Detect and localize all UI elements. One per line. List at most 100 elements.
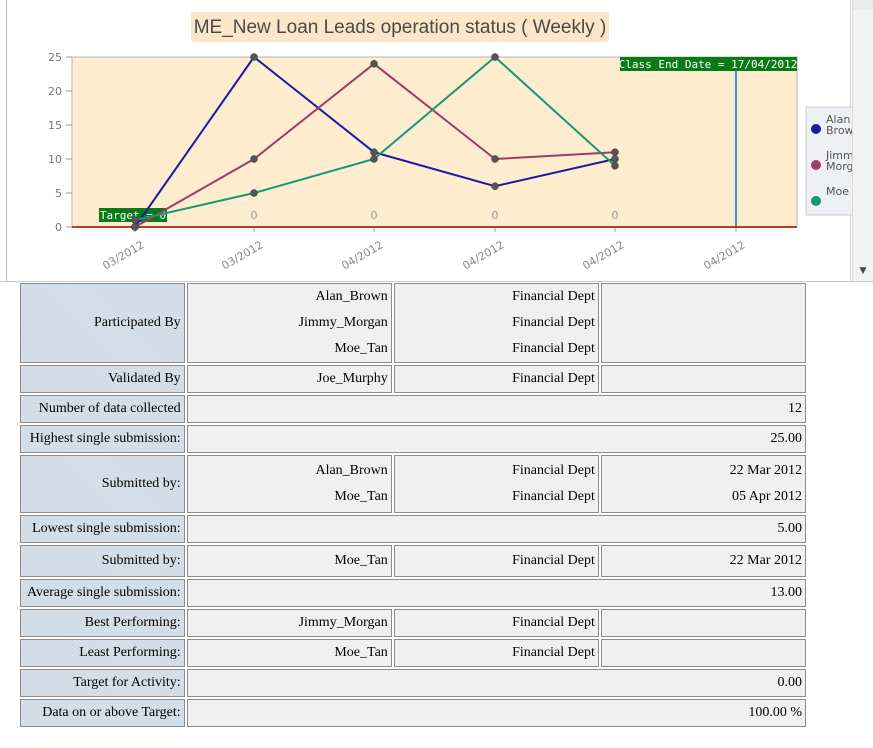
table-row-participated: Participated By Alan_Brown Jimmy_Morgan …: [20, 283, 806, 363]
data-point: [611, 148, 619, 156]
lowest-value: 5.00: [186, 515, 806, 543]
chart-panel: ME_New Loan Leads operation status ( Wee…: [0, 0, 873, 282]
least-performer-name: Moe_Tan: [186, 639, 392, 667]
chart-title-box: [191, 12, 609, 42]
y-tick-label: 25: [48, 51, 62, 64]
data-point: [370, 148, 378, 156]
empty-cell: [600, 609, 806, 637]
legend-marker: [811, 124, 821, 134]
lowest-submitted-by-label: Submitted by:: [20, 545, 185, 577]
submitter-dept: Financial Dept: [512, 463, 595, 478]
y-tick-label: 5: [55, 187, 62, 200]
lowest-label: Lowest single submission:: [20, 515, 185, 543]
table-row-least: Least Performing: Moe_Tan Financial Dept: [20, 639, 806, 667]
line-chart: ME_New Loan Leads operation status ( Wee…: [48, 12, 852, 272]
zero-value-label: 0: [251, 209, 258, 222]
legend-marker: [811, 196, 821, 206]
table-row-on-above: Data on or above Target: 100.00 %: [20, 699, 806, 727]
submitter-name: Moe_Tan: [334, 489, 388, 504]
data-point: [491, 53, 499, 61]
submitter-name: Alan_Brown: [315, 463, 388, 478]
on-above-target-label: Data on or above Target:: [20, 699, 185, 727]
lowest-submit-date: 22 Mar 2012: [600, 545, 806, 577]
data-point: [370, 155, 378, 163]
x-tick-label: 03/2012: [219, 238, 265, 272]
scroll-up-button[interactable]: [853, 0, 873, 10]
participant-dept: Financial Dept: [512, 315, 595, 330]
highest-label: Highest single submission:: [20, 425, 185, 453]
y-tick-label: 15: [48, 119, 62, 132]
data-point: [491, 155, 499, 163]
lowest-submitter-dept: Financial Dept: [393, 545, 599, 577]
data-point: [131, 223, 139, 231]
participant-names: Alan_Brown Jimmy_Morgan Moe_Tan: [186, 283, 392, 363]
best-performer-dept: Financial Dept: [393, 609, 599, 637]
empty-cell: [600, 639, 806, 667]
empty-cell: [600, 283, 806, 363]
validator-name: Joe_Murphy: [186, 365, 392, 393]
submit-date: 05 Apr 2012: [732, 489, 802, 504]
y-tick-label: 0: [55, 221, 62, 234]
class-end-label: Class End Date = 17/04/2012: [619, 58, 798, 71]
highest-submitter-depts: Financial Dept Financial Dept: [393, 455, 599, 513]
participant-name: Moe_Tan: [334, 341, 388, 356]
table-row-highest: Highest single submission: 25.00: [20, 425, 806, 453]
x-tick-label: 03/2012: [100, 238, 146, 272]
zero-value-label: 0: [612, 209, 619, 222]
submit-date: 22 Mar 2012: [729, 463, 802, 478]
best-performer-name: Jimmy_Morgan: [186, 609, 392, 637]
validator-dept: Financial Dept: [393, 365, 599, 393]
least-performer-dept: Financial Dept: [393, 639, 599, 667]
empty-cell: [600, 365, 806, 393]
on-above-target-value: 100.00 %: [186, 699, 806, 727]
num-collected-label: Number of data collected: [20, 395, 185, 423]
x-tick-label: 04/2012: [580, 238, 626, 272]
legend-label: Alan: [826, 113, 850, 126]
data-point: [250, 53, 258, 61]
x-tick-label: 04/2012: [339, 238, 385, 272]
data-point: [370, 60, 378, 68]
data-point: [491, 182, 499, 190]
table-row-highest-by: Submitted by: Alan_Brown Moe_Tan Financi…: [20, 455, 806, 513]
zero-value-label: 0: [371, 209, 378, 222]
highest-value: 25.00: [186, 425, 806, 453]
legend-label: Jimm: [825, 149, 852, 162]
least-performing-label: Least Performing:: [20, 639, 185, 667]
table-row-validated: Validated By Joe_Murphy Financial Dept: [20, 365, 806, 393]
scroll-down-arrow-icon[interactable]: ▼: [859, 266, 867, 276]
legend-label: Moe: [826, 185, 849, 198]
table-row-target: Target for Activity: 0.00: [20, 669, 806, 697]
x-tick-label: 04/2012: [460, 238, 506, 272]
highest-submitter-names: Alan_Brown Moe_Tan: [186, 455, 392, 513]
class-end-label-box: [620, 57, 797, 71]
table-row-average: Average single submission: 13.00: [20, 579, 806, 607]
target-label: Target for Activity:: [20, 669, 185, 697]
target-value: 0.00: [186, 669, 806, 697]
x-tick-label: 04/2012: [701, 238, 747, 272]
participant-depts: Financial Dept Financial Dept Financial …: [393, 283, 599, 363]
legend-label: Morg: [826, 160, 852, 173]
legend-marker: [811, 160, 821, 170]
data-point: [250, 155, 258, 163]
table-row-lowest: Lowest single submission: 5.00: [20, 515, 806, 543]
y-tick-label: 10: [48, 153, 62, 166]
data-point: [611, 162, 619, 170]
data-point: [611, 155, 619, 163]
num-collected-value: 12: [186, 395, 806, 423]
legend-label: Brow: [826, 124, 852, 137]
submitter-dept: Financial Dept: [512, 489, 595, 504]
table-row-lowest-by: Submitted by: Moe_Tan Financial Dept 22 …: [20, 545, 806, 577]
best-performing-label: Best Performing:: [20, 609, 185, 637]
data-point: [131, 216, 139, 224]
participated-by-label: Participated By: [20, 283, 185, 363]
validated-by-label: Validated By: [20, 365, 185, 393]
participant-name: Alan_Brown: [315, 289, 388, 304]
highest-submitted-by-label: Submitted by:: [20, 455, 185, 513]
y-tick-label: 20: [48, 85, 62, 98]
chart-title: ME_New Loan Leads operation status ( Wee…: [194, 17, 607, 38]
table-row-num-collected: Number of data collected 12: [20, 395, 806, 423]
vertical-scrollbar[interactable]: ▼: [852, 0, 873, 281]
plot-area: [71, 56, 798, 228]
lowest-submitter-name: Moe_Tan: [186, 545, 392, 577]
average-value: 13.00: [186, 579, 806, 607]
